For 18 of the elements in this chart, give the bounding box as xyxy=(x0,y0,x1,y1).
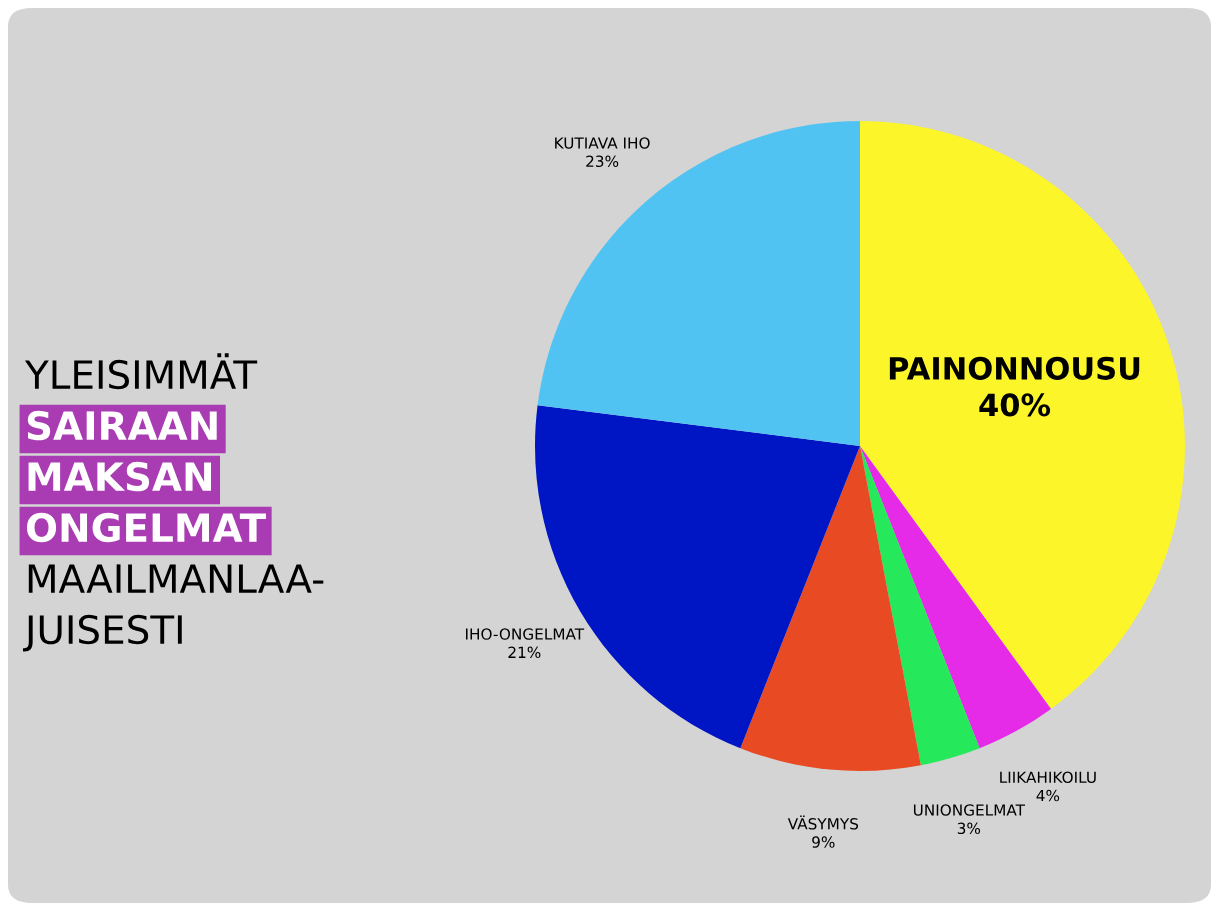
pie-slice xyxy=(740,446,921,771)
pie-slice xyxy=(860,121,1185,709)
text: YLEISIMMÄT SAIRAAN MAKSAN ONGELMAT MAAILMANLAA- JUISESTI xyxy=(22,353,324,652)
data-label: 23% xyxy=(586,155,619,168)
data-label: 3% xyxy=(957,822,981,835)
slice-label: PAINONNOUSU xyxy=(889,356,1140,380)
pie-slice xyxy=(860,446,1052,749)
pie-slice xyxy=(537,121,860,446)
slice-label: IHO-ONGELMAT xyxy=(466,628,585,640)
data-label: 9% xyxy=(812,836,835,848)
slice-label: UNIONGELMAT xyxy=(913,804,1026,816)
data-label: 4% xyxy=(1036,789,1060,802)
slice-label: VÄSYMYS xyxy=(787,815,859,830)
data-label: 40% xyxy=(979,393,1051,417)
slice-label: KUTIAVA IHO xyxy=(555,137,650,149)
slice-label: LIIKAHIKOILU xyxy=(1000,771,1096,784)
pie-slice xyxy=(860,446,980,766)
data-label: 21% xyxy=(508,646,541,659)
